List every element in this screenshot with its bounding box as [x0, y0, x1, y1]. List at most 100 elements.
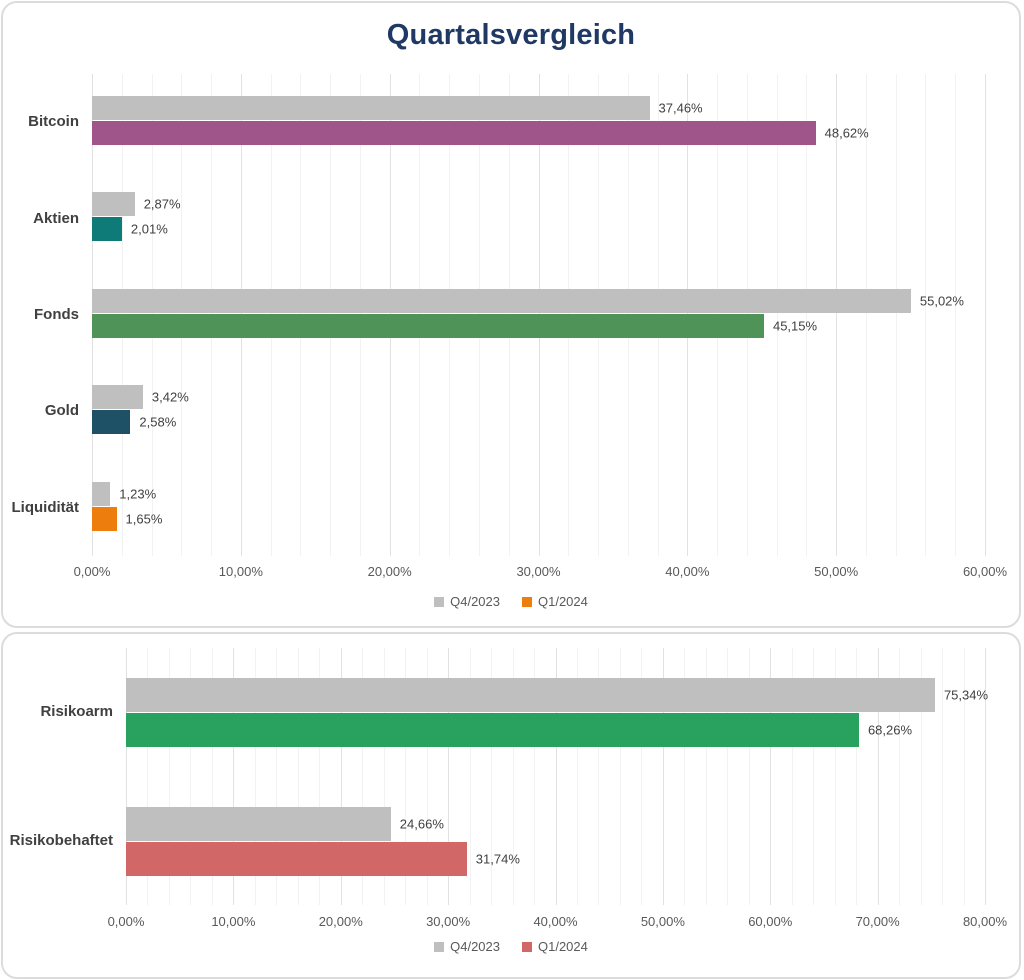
bar-value-label: 24,66% [399, 816, 444, 831]
gridline [985, 648, 986, 905]
legend-label: Q4/2023 [450, 594, 500, 609]
x-tick-label: 60,00% [962, 564, 1008, 579]
bar-risikoarm-q1-2024 [126, 713, 859, 747]
x-tick-label: 20,00% [367, 564, 412, 579]
legend-item-q1-2024: Q1/2024 [522, 594, 588, 609]
bar-value-label: 68,26% [867, 722, 913, 738]
bar-bitcoin-q1-2024 [92, 121, 816, 145]
legend-marker-icon [434, 596, 445, 607]
x-tick-label: 0,00% [73, 564, 111, 579]
legend-label: Q4/2023 [450, 939, 500, 954]
bar-value-label: 45,15% [772, 318, 818, 334]
bar-value-label: 2,58% [139, 414, 177, 430]
category-label-risikoarm: Risikoarm [40, 703, 113, 721]
gridline [877, 648, 879, 905]
bar-gold-q4-2023 [92, 385, 143, 410]
x-tick-label: 10,00% [211, 914, 256, 929]
gridline [836, 74, 838, 556]
bar-value-label: 31,74% [475, 851, 520, 866]
category-label-gold: Gold [44, 402, 79, 420]
gridline [791, 648, 793, 905]
bar-value-label: 75,34% [943, 687, 989, 703]
gridline [254, 648, 256, 905]
bar-value-label: 1,65% [125, 511, 163, 527]
bar-fonds-q4-2023 [92, 288, 911, 313]
gridline [297, 648, 299, 905]
bar-liquidit-t-q4-2023 [92, 481, 111, 506]
gridline [469, 648, 471, 905]
panel-risiko: 75,34% 68,26% 24,66% 31,74% Risikoarm Risiko… [1, 632, 1021, 979]
panel-quartalsvergleich: Quartalsvergleich 37,46% 48,62% 2,87% 2,01%… [1, 1, 1021, 628]
legend: Q4/2023 Q1/2024 [3, 594, 1019, 609]
bar-value-label: 48,62% [824, 125, 869, 141]
gridline [963, 648, 965, 905]
bar-liquidit-t-q1-2024 [92, 506, 117, 531]
gridline [426, 648, 428, 905]
legend-marker-icon [522, 596, 532, 607]
category-label-liquidit-t: Liquidität [11, 498, 80, 516]
bar-value-label: 2,87% [143, 196, 181, 212]
gridline [448, 648, 450, 905]
legend-label: Q1/2024 [538, 594, 588, 609]
gridline [920, 648, 922, 905]
gridline [662, 648, 664, 905]
category-label-risikobehaftet: Risikobehaftet [9, 831, 113, 849]
gridline [955, 74, 957, 556]
x-tick-label: 30,00% [426, 914, 471, 929]
bar-value-label: 2,01% [130, 221, 168, 237]
gridline [942, 648, 944, 905]
bar-fonds-q1-2024 [92, 313, 764, 338]
gridline [899, 648, 901, 905]
gridline [834, 648, 836, 905]
gridline [684, 648, 686, 905]
gridline [895, 74, 897, 556]
gridline [598, 648, 600, 905]
legend: Q4/2023 Q1/2024 [3, 939, 1019, 954]
bar-value-label: 1,23% [119, 486, 157, 502]
x-tick-label: 20,00% [318, 914, 363, 929]
bar-aktien-q1-2024 [92, 217, 122, 242]
gridline [405, 648, 407, 905]
gridline [806, 74, 808, 556]
gridline [276, 648, 278, 905]
x-tick-label: 50,00% [640, 914, 685, 929]
x-tick-label: 40,00% [665, 564, 710, 579]
legend-marker-icon [522, 941, 532, 952]
x-tick-label: 40,00% [533, 914, 578, 929]
x-tick-label: 10,00% [218, 564, 263, 579]
bar-value-label: 55,02% [919, 293, 964, 309]
legend-item-q4-2023: Q4/2023 [434, 594, 500, 609]
x-tick-label: 60,00% [748, 914, 793, 929]
gridline [555, 648, 557, 905]
category-label-aktien: Aktien [33, 209, 79, 227]
gridline [865, 74, 867, 556]
bar-value-label: 3,42% [151, 389, 189, 405]
legend-item-q1-2024: Q1/2024 [522, 939, 588, 954]
bar-value-label: 37,46% [658, 100, 703, 116]
bar-gold-q1-2024 [92, 410, 131, 435]
plot-area: 37,46% 48,62% 2,87% 2,01% 55,02% 45,15% 3,42% 2… [92, 74, 986, 556]
gridline [925, 74, 927, 556]
gridline [383, 648, 385, 905]
gridline [776, 74, 778, 556]
gridline [619, 648, 621, 905]
x-tick-label: 30,00% [516, 564, 561, 579]
bar-aktien-q4-2023 [92, 192, 135, 217]
gridline [147, 648, 149, 905]
gridline [705, 648, 707, 905]
gridline [770, 648, 772, 905]
legend-item-q4-2023: Q4/2023 [434, 939, 500, 954]
gridline [340, 648, 342, 905]
gridline [985, 74, 986, 556]
gridline [512, 648, 514, 905]
gridline [190, 648, 192, 905]
gridline [641, 648, 643, 905]
gridline [319, 648, 321, 905]
gridline [534, 648, 536, 905]
gridline [126, 648, 127, 905]
gridline [748, 648, 750, 905]
bar-risikobehaftet-q1-2024 [126, 841, 467, 876]
gridline [362, 648, 364, 905]
legend-label: Q1/2024 [538, 939, 588, 954]
bar-risikoarm-q4-2023 [126, 678, 935, 712]
